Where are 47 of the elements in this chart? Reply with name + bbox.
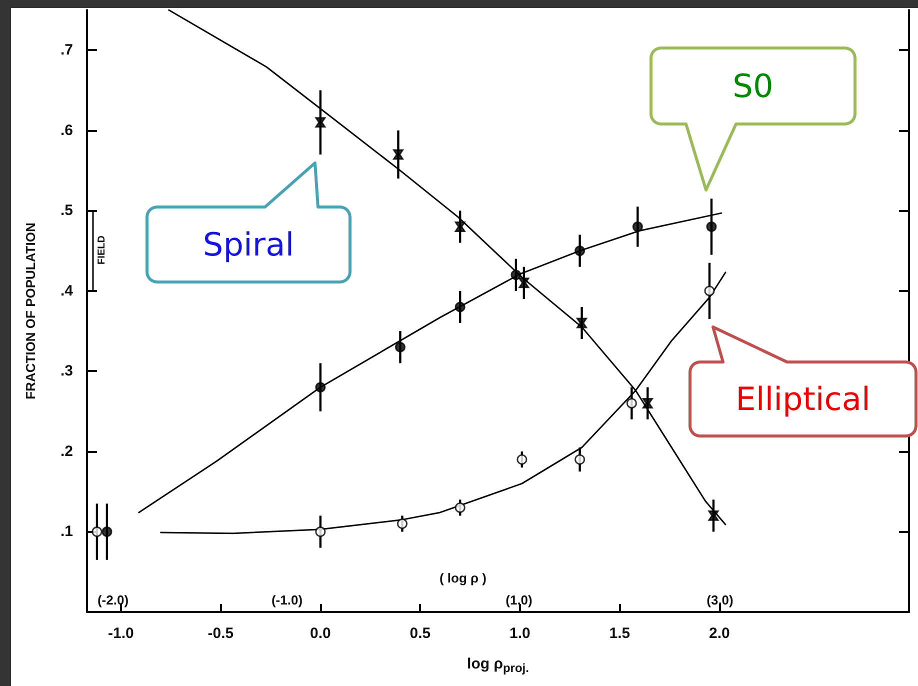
x-tick-label: 1.5 (609, 625, 630, 642)
point (642, 398, 653, 409)
y-tick-label: .2 (60, 442, 73, 460)
x-tick-label: -1.0 (108, 625, 134, 642)
point (315, 382, 326, 392)
point (632, 221, 643, 232)
x-tick-label: 0.0 (310, 625, 331, 642)
y-tick-label: .1 (60, 523, 73, 540)
point (315, 526, 326, 537)
y-tick-label: .4 (60, 282, 74, 300)
annotation: (-2.0) (97, 592, 129, 608)
y-axis-title: FRACTION OF POPULATION (23, 222, 38, 400)
annotation: Elliptical (736, 380, 870, 418)
annotation: (3.0) (706, 592, 734, 608)
point (396, 518, 408, 529)
point (574, 246, 586, 256)
point (626, 398, 637, 409)
y-tick-label: .5 (60, 202, 73, 220)
y-tick-label: .6 (60, 122, 73, 139)
point (574, 454, 586, 465)
point (706, 221, 717, 232)
point (102, 526, 112, 537)
point (518, 278, 530, 288)
x-tick-label: -0.5 (208, 625, 234, 642)
point (510, 270, 522, 280)
point (708, 510, 719, 521)
point (454, 302, 466, 312)
annotation: (1.0) (506, 592, 532, 608)
point (315, 117, 326, 128)
x-tick-label: 0.5 (410, 625, 431, 642)
annotation: (-1.0) (271, 592, 303, 608)
point (516, 454, 528, 465)
point (394, 342, 406, 352)
x-tick-label: 1.0 (510, 625, 530, 642)
point (392, 149, 404, 160)
y-tick-label: .7 (60, 42, 73, 59)
annotation: Spiral (202, 226, 294, 264)
point (704, 286, 715, 296)
y-tick-label: .3 (60, 362, 73, 380)
point (92, 526, 102, 537)
point (576, 318, 588, 328)
annotation: S0 (732, 67, 774, 105)
annotation: ( log ρ ) (439, 570, 487, 586)
x-tick-label: 2.0 (709, 625, 730, 642)
point (454, 221, 466, 232)
point (454, 502, 466, 513)
annotation: FIELD (96, 236, 108, 264)
